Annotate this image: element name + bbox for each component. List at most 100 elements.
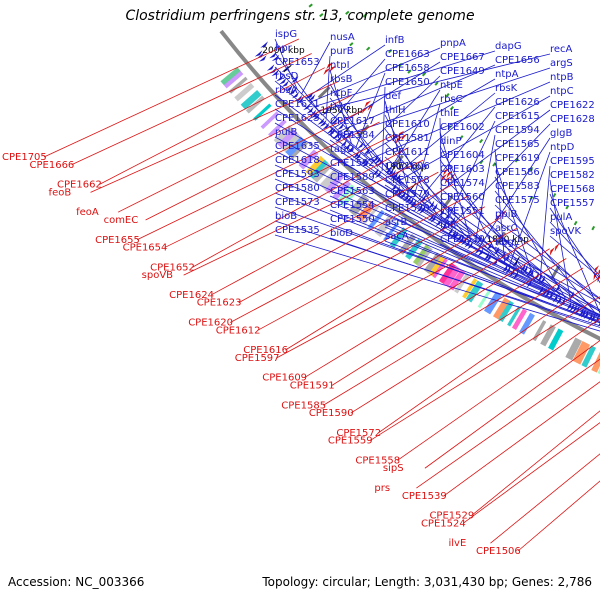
forward-gene-arrow xyxy=(374,170,382,179)
forward-gene-arrow xyxy=(440,222,447,231)
leader-line xyxy=(342,67,551,137)
leader-line xyxy=(238,183,454,304)
gene-label: CPE1619 xyxy=(495,153,540,164)
forward-gene-arrow xyxy=(303,103,311,111)
gc-tick xyxy=(421,72,427,77)
leader-line xyxy=(98,67,325,185)
feature-block xyxy=(519,312,535,335)
leader-line xyxy=(446,120,496,223)
forward-gene-arrow xyxy=(594,315,599,325)
leader-line xyxy=(274,52,323,116)
leader-line xyxy=(462,422,600,524)
forward-gene-arrow xyxy=(326,126,334,134)
gene-label: CPE1592 xyxy=(330,158,375,169)
gene-label: CPE1611 xyxy=(385,147,430,158)
gene-label: ntpC xyxy=(550,86,574,97)
forward-gene-arrow xyxy=(572,304,577,314)
feature-block xyxy=(423,252,443,275)
feature-block xyxy=(565,337,583,361)
gene-label: CPE1595 xyxy=(550,156,595,167)
gc-tick xyxy=(434,81,439,86)
leader-line xyxy=(210,171,439,296)
gc-tick xyxy=(407,69,412,74)
leader-line xyxy=(274,192,600,318)
forward-gene-arrow xyxy=(405,195,412,204)
gene-label: purB xyxy=(330,46,354,57)
gene-label: tagO xyxy=(330,144,354,155)
forward-gene-arrow xyxy=(352,150,360,159)
leader-line xyxy=(309,47,441,103)
gene-label: dinP xyxy=(440,136,462,147)
gene-label: rbsK xyxy=(495,83,518,94)
feature-block xyxy=(253,103,272,121)
forward-gene-arrow xyxy=(308,94,316,102)
feature-block xyxy=(223,70,244,89)
leader-line xyxy=(274,150,515,269)
gc-tick xyxy=(319,13,324,18)
gene-label: prs xyxy=(374,483,390,494)
gene-label: CPE1563 xyxy=(330,186,375,197)
forward-gene-arrow xyxy=(332,132,340,140)
feature-block xyxy=(532,320,547,342)
feature-block xyxy=(511,308,528,330)
leader-line xyxy=(301,41,331,95)
scale-tick xyxy=(513,256,520,266)
gene-label: CPE1622 xyxy=(550,100,595,111)
leader-line xyxy=(549,179,571,301)
gene-label: dapG xyxy=(495,41,522,52)
leader-line xyxy=(384,128,466,237)
leader-line xyxy=(359,75,441,152)
gene-label: CPE1604 xyxy=(440,150,485,161)
gene-label: bioD xyxy=(330,228,353,239)
gene-label: CPE1582 xyxy=(550,170,595,181)
feature-block xyxy=(240,89,262,110)
leader-line xyxy=(439,243,600,316)
gene-label: ppiB xyxy=(495,209,517,220)
gc-tick xyxy=(449,105,455,111)
gene-label: CPE1579 xyxy=(385,189,430,200)
leader-line xyxy=(329,181,581,307)
leader-line xyxy=(329,223,600,324)
leader-line xyxy=(329,125,462,233)
leader-line xyxy=(304,238,534,379)
leader-line xyxy=(450,123,551,227)
forward-gene-arrow xyxy=(566,301,572,311)
feature-block xyxy=(548,328,564,351)
leader-line xyxy=(323,258,567,406)
gene-label: CPE1557 xyxy=(550,198,595,209)
gene-label: sacA xyxy=(385,231,409,242)
gene-label: CPE1618 xyxy=(275,155,320,166)
gene-label: CPE1656 xyxy=(495,55,540,66)
gene-label: CPE1667 xyxy=(440,52,485,63)
leader-line xyxy=(395,95,551,183)
forward-gene-arrow xyxy=(281,65,289,73)
gene-label: ilvE xyxy=(448,538,466,549)
feature-block xyxy=(362,205,379,225)
forward-gene-arrow xyxy=(492,257,498,267)
leader-line xyxy=(329,209,600,320)
gene-label: CPE1603 xyxy=(440,164,485,175)
leader-line xyxy=(413,103,441,198)
leader-line xyxy=(471,410,600,516)
leader-line xyxy=(276,228,518,359)
forward-gene-arrow xyxy=(269,67,277,74)
gene-label: CPE1602 xyxy=(440,122,485,133)
gene-label: CPE1530 xyxy=(440,234,485,245)
gc-tick xyxy=(362,13,368,18)
forward-gene-arrow xyxy=(474,245,481,255)
feature-block xyxy=(498,300,514,323)
forward-gene-arrow xyxy=(435,218,442,227)
reverse-gene-arrow xyxy=(326,62,334,70)
feature-block xyxy=(526,316,545,340)
reverse-gene-arrow xyxy=(594,265,600,275)
gc-tick xyxy=(366,46,371,51)
gene-label: asrB xyxy=(385,217,407,228)
gene-label: CPE1565 xyxy=(495,139,540,150)
leader-line xyxy=(285,217,501,351)
gene-label: CPE1624 xyxy=(169,290,214,301)
gc-tick xyxy=(552,192,557,198)
gene-label: CPE1590 xyxy=(309,408,354,419)
forward-gene-arrow xyxy=(281,80,289,88)
gc-tick xyxy=(479,138,484,144)
forward-gene-arrow xyxy=(393,186,401,194)
